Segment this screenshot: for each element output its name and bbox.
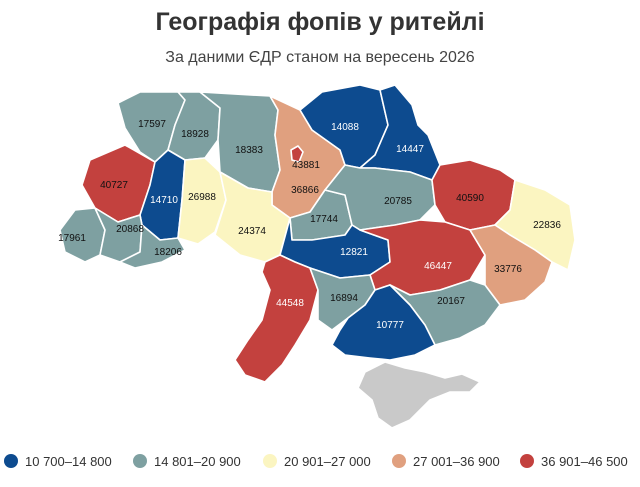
legend-label: 14 801–20 900 [154, 454, 241, 469]
legend-dot-icon [133, 454, 147, 468]
label-chernivtsi: 18206 [154, 247, 182, 258]
region-odesa[interactable] [235, 255, 318, 382]
legend-item-3: 20 901–27 000 [263, 452, 371, 470]
legend-item-1: 10 700–14 800 [4, 452, 112, 470]
label-kharkiv: 40590 [456, 193, 484, 204]
label-kyiv-oblast: 36866 [291, 185, 319, 196]
legend-item-4: 27 001–36 900 [392, 452, 500, 470]
label-lviv: 40727 [100, 180, 128, 191]
legend-label: 27 001–36 900 [413, 454, 500, 469]
ukraine-map: 17597 18928 18383 14088 14447 43881 3686… [0, 0, 640, 450]
label-vinnytsia: 24374 [238, 226, 266, 237]
legend-item-2: 14 801–20 900 [133, 452, 241, 470]
label-mykolaiv: 16894 [330, 293, 358, 304]
label-cherkasy: 17744 [310, 214, 338, 225]
label-khmelnytskyi: 26988 [188, 192, 216, 203]
label-ivano-frankivsk: 20868 [116, 224, 144, 235]
legend-dot-icon [392, 454, 406, 468]
region-crimea [358, 362, 480, 428]
label-volyn: 17597 [138, 119, 166, 130]
label-zakarpattia: 17961 [58, 233, 86, 244]
label-donetsk: 33776 [494, 264, 522, 275]
legend-label: 20 901–27 000 [284, 454, 371, 469]
label-kyiv-city: 43881 [292, 160, 320, 171]
legend-dot-icon [263, 454, 277, 468]
legend-dot-icon [520, 454, 534, 468]
label-kherson: 10777 [376, 320, 404, 331]
legend-label: 36 901–46 500 [541, 454, 628, 469]
label-zhytomyr: 18383 [235, 145, 263, 156]
legend-dot-icon [4, 454, 18, 468]
label-kirovohrad: 12821 [340, 247, 368, 258]
label-chernihiv: 14088 [331, 122, 359, 133]
legend: 10 700–14 800 14 801–20 900 20 901–27 00… [0, 452, 640, 472]
label-odesa: 44548 [276, 298, 304, 309]
label-ternopil: 14710 [150, 195, 178, 206]
legend-item-5: 36 901–46 500 [520, 452, 628, 470]
label-dnipropetrovsk: 46447 [424, 261, 452, 272]
legend-label: 10 700–14 800 [25, 454, 112, 469]
label-rivne: 18928 [181, 129, 209, 140]
label-sumy: 14447 [396, 144, 424, 155]
label-poltava: 20785 [384, 196, 412, 207]
label-zaporizhzhia: 20167 [437, 296, 465, 307]
label-luhansk: 22836 [533, 220, 561, 231]
